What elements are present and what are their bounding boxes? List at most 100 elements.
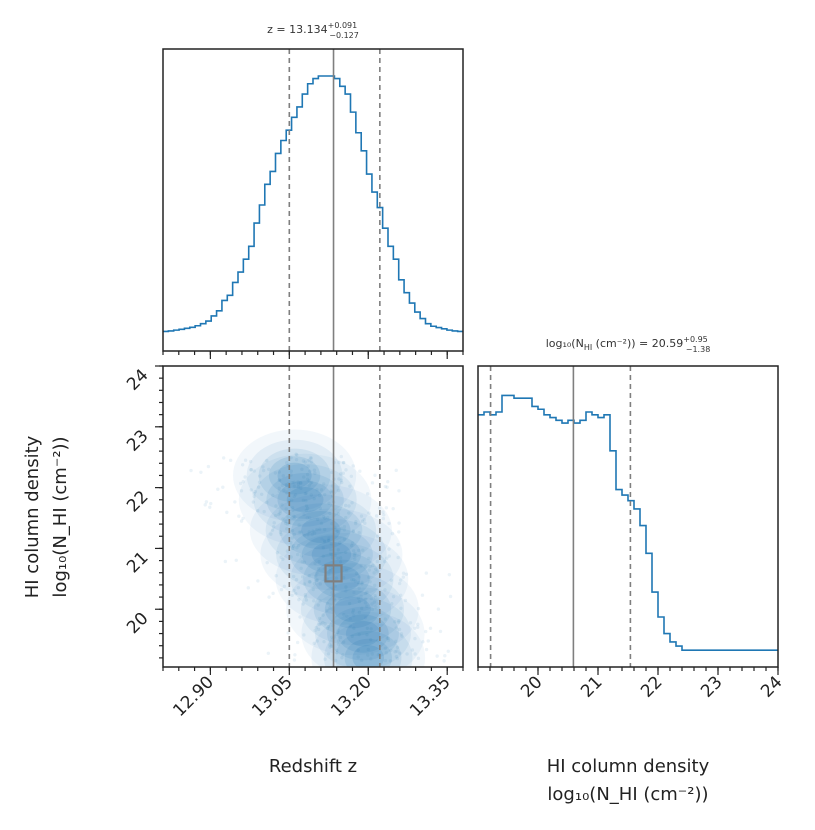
scatter-point — [228, 458, 233, 463]
scatter-point — [364, 597, 368, 602]
scatter-point — [291, 544, 296, 548]
scatter-point — [300, 575, 305, 579]
scatter-point — [261, 465, 265, 469]
scatter-point — [391, 594, 396, 599]
scatter-point — [362, 518, 366, 522]
scatter-point — [396, 555, 400, 560]
scatter-point — [351, 464, 355, 468]
scatter-point — [365, 604, 369, 608]
density-level — [266, 472, 344, 527]
scatter-point — [341, 640, 346, 644]
scatter-point — [279, 587, 284, 592]
scatter-point — [338, 596, 342, 601]
scatter-point — [315, 571, 319, 575]
scatter-point — [374, 605, 378, 609]
scatter-point — [292, 480, 296, 484]
scatter-point — [397, 581, 402, 586]
density-level — [268, 456, 321, 495]
scatter-point — [329, 644, 334, 648]
scatter-point — [357, 548, 361, 553]
scatter-point — [387, 521, 391, 526]
scatter-point — [328, 606, 332, 610]
scatter-point — [277, 470, 281, 474]
scatter-point — [383, 658, 388, 663]
scatter-point — [296, 543, 301, 548]
scatter-point — [225, 510, 229, 515]
density-level — [277, 462, 312, 489]
scatter-point — [321, 620, 325, 625]
scatter-point — [309, 455, 313, 460]
scatter-point — [249, 488, 253, 492]
scatter-point — [294, 577, 299, 582]
scatter-point — [347, 511, 351, 515]
scatter-point — [435, 654, 439, 658]
scatter-point — [273, 513, 278, 518]
scatter-point — [338, 635, 343, 640]
scatter-point — [383, 646, 388, 650]
scatter-point — [312, 531, 317, 535]
scatter-point — [326, 538, 330, 543]
scatter-point — [336, 628, 340, 632]
scatter-point — [299, 554, 304, 558]
scatter-point — [383, 588, 387, 592]
x-axis-title-nhi-line2: log₁₀(N_HI (cm⁻²)) — [547, 784, 708, 805]
scatter-point — [385, 636, 389, 640]
scatter-point — [344, 568, 349, 573]
scatter-point — [253, 489, 257, 494]
scatter-point — [285, 460, 289, 465]
scatter-point — [322, 639, 326, 644]
scatter-point — [294, 452, 298, 456]
scatter-point — [349, 474, 354, 478]
scatter-point — [387, 547, 391, 551]
scatter-point — [290, 536, 294, 540]
scatter-point — [301, 475, 306, 479]
scatter-point — [204, 500, 209, 504]
scatter-point — [370, 481, 375, 485]
density-level — [327, 606, 399, 661]
scatter-point — [387, 554, 391, 558]
scatter-point — [317, 493, 322, 498]
scatter-point — [390, 601, 394, 606]
scatter-point — [334, 576, 339, 580]
scatter-point — [317, 559, 321, 564]
joint-y-tick-label: 23 — [123, 426, 152, 455]
scatter-point — [302, 533, 307, 538]
nhi-tick-label: 21 — [577, 672, 606, 701]
scatter-point — [328, 645, 332, 649]
scatter-point — [340, 655, 344, 660]
scatter-point — [374, 514, 379, 518]
scatter-point — [252, 469, 257, 473]
scatter-point — [282, 488, 286, 492]
scatter-point — [353, 579, 357, 583]
scatter-point — [360, 606, 364, 611]
scatter-point — [304, 508, 309, 512]
scatter-point — [404, 572, 409, 576]
nhi-tick-label: 22 — [637, 672, 666, 701]
scatter-point — [360, 519, 365, 523]
scatter-point — [328, 643, 332, 647]
nhi-panel-frame — [477, 365, 779, 668]
scatter-point — [328, 511, 332, 516]
scatter-point — [357, 610, 362, 615]
scatter-point — [306, 464, 310, 469]
scatter-point — [221, 485, 225, 489]
scatter-point — [353, 557, 357, 561]
scatter-point — [249, 468, 253, 472]
scatter-point — [307, 580, 312, 584]
density-level — [334, 596, 371, 623]
scatter-point — [251, 500, 256, 504]
nhi-tick-label: 23 — [697, 672, 726, 701]
scatter-point — [334, 528, 338, 532]
scatter-point — [293, 493, 298, 497]
scatter-point — [363, 521, 367, 525]
scatter-point — [352, 626, 356, 630]
scatter-point — [297, 523, 301, 527]
scatter-point — [208, 505, 212, 509]
scatter-point — [328, 569, 332, 573]
scatter-point — [336, 556, 340, 560]
scatter-point — [345, 614, 349, 618]
scatter-point — [360, 580, 364, 585]
scatter-point — [285, 527, 289, 531]
x-axis-title-redshift: Redshift z — [269, 756, 357, 777]
